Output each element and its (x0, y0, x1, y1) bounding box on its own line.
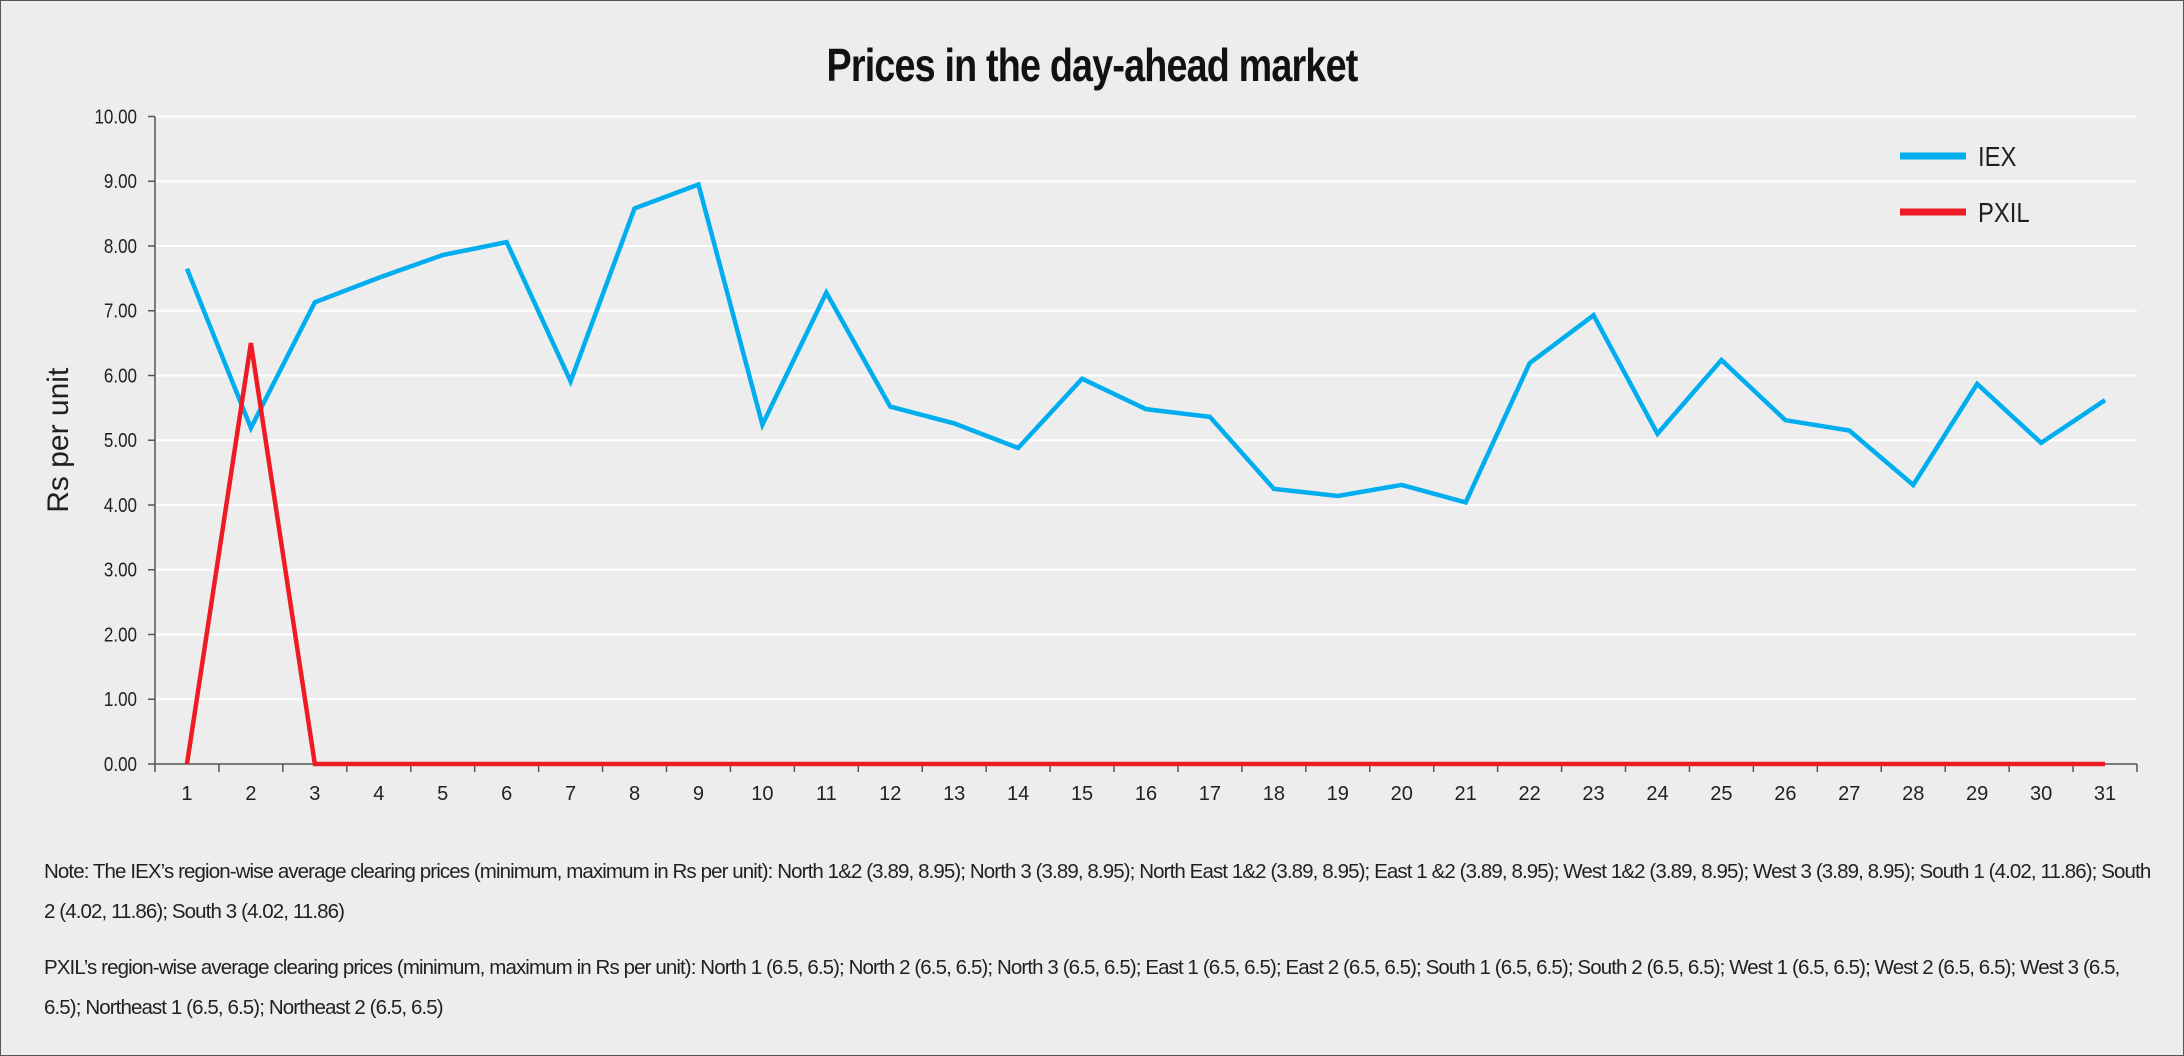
x-tick-label: 7 (565, 783, 576, 805)
x-tick-label: 25 (1710, 783, 1732, 805)
x-tick-label: 9 (693, 783, 704, 805)
x-tick-label: 14 (1007, 783, 1029, 805)
y-tick-label: 7.00 (104, 299, 137, 322)
y-tick-label: 2.00 (104, 623, 137, 646)
x-tick-label: 1 (181, 783, 192, 805)
x-tick-label: 23 (1582, 783, 1604, 805)
x-tick-label: 19 (1327, 783, 1349, 805)
x-tick-label: 5 (437, 783, 448, 805)
x-tick-label: 29 (1966, 783, 1988, 805)
y-tick-label: 5.00 (104, 429, 137, 452)
y-axis-label: Rs per unit (42, 367, 75, 513)
x-tick-label: 27 (1838, 783, 1860, 805)
series-line-iex (184, 181, 2107, 506)
chart-title: Prices in the day-ahead market (826, 39, 1359, 91)
x-tick-label: 15 (1071, 783, 1093, 805)
x-tick-label: 20 (1391, 783, 1413, 805)
x-tick-label: 12 (879, 783, 901, 805)
legend-label-iex: IEX (1978, 140, 2016, 172)
x-tick-label: 6 (501, 783, 512, 805)
y-tick-label: 1.00 (104, 688, 137, 711)
y-tick-label: 4.00 (104, 494, 137, 517)
x-tick-label: 24 (1646, 783, 1668, 805)
x-tick-label: 16 (1135, 783, 1157, 805)
x-tick-label: 8 (629, 783, 640, 805)
x-tick-label: 13 (943, 783, 965, 805)
y-tick-label: 0.00 (104, 753, 137, 776)
x-tick-label: 28 (1902, 783, 1924, 805)
legend-label-pxil: PXIL (1978, 196, 2030, 228)
x-tick-label: 11 (816, 783, 837, 805)
x-tick-label: 22 (1518, 783, 1540, 805)
x-tick-label: 2 (245, 783, 256, 805)
series-line-pxil (184, 342, 2106, 767)
x-tick-label: 4 (373, 783, 384, 805)
x-tick-label: 21 (1455, 783, 1477, 805)
y-tick-label: 10.00 (94, 105, 137, 128)
y-tick-label: 8.00 (104, 235, 137, 258)
x-tick-label: 3 (309, 783, 320, 805)
note-pxil: PXIL’s region-wise average clearing pric… (44, 956, 2120, 1019)
x-tick-label: 31 (2094, 783, 2116, 805)
x-tick-label: 30 (2030, 783, 2052, 805)
x-tick-label: 10 (751, 783, 773, 805)
note-iex: Note: The IEX’s region-wise average clea… (44, 860, 2151, 923)
x-tick-label: 18 (1263, 783, 1285, 805)
y-tick-label: 6.00 (104, 364, 137, 387)
x-tick-label: 17 (1199, 783, 1221, 805)
y-tick-label: 3.00 (104, 558, 137, 581)
y-tick-label: 9.00 (104, 170, 137, 193)
x-tick-label: 26 (1774, 783, 1796, 805)
